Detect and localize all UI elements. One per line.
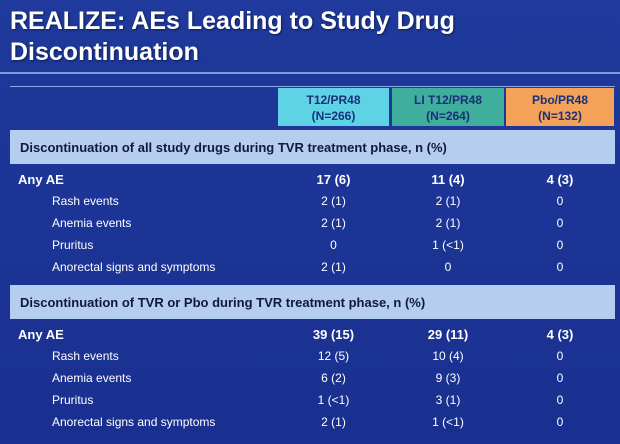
column-name: LI T12/PR48 — [413, 93, 483, 107]
cell-value: 2 (1) — [321, 415, 346, 429]
cell-value: 2 (1) — [321, 260, 346, 274]
cell-value: 4 (3) — [546, 172, 574, 187]
column-n: (N=264) — [426, 109, 470, 123]
slide-title: REALIZE: AEs Leading to Study Drug Disco… — [10, 7, 455, 66]
cell-value: 0 — [556, 238, 564, 252]
cell-value: 0 — [330, 238, 337, 252]
section-heading: Discontinuation of TVR or Pbo during TVR… — [10, 285, 615, 319]
cell-value: 3 (1) — [435, 393, 461, 407]
cell-value: 2 (1) — [321, 216, 346, 230]
column-name: T12/PR48 — [306, 93, 361, 107]
row-label: Rash events — [52, 194, 119, 208]
cell-value: 0 — [444, 260, 452, 274]
cell-value: 10 (4) — [432, 349, 464, 363]
column-header: T12/PR48 (N=266) — [278, 88, 389, 126]
cell-value: 1 (<1) — [432, 238, 464, 252]
cell-value: 1 (<1) — [317, 393, 350, 407]
column-header: LI T12/PR48 (N=264) — [392, 88, 504, 126]
cell-value: 9 (3) — [435, 371, 461, 385]
cell-value: 2 (1) — [321, 194, 346, 208]
cell-value: 1 (<1) — [432, 415, 464, 429]
section-heading: Discontinuation of all study drugs durin… — [10, 130, 615, 164]
cell-value: 17 (6) — [316, 172, 351, 187]
row-label: Anemia events — [52, 371, 132, 385]
row-label: Any AE — [18, 172, 64, 187]
table-top-line — [10, 86, 615, 87]
cell-value: 0 — [556, 371, 564, 385]
cell-value: 4 (3) — [546, 327, 574, 342]
column-n: (N=132) — [538, 109, 582, 123]
row-label: Any AE — [18, 327, 64, 342]
cell-value: 0 — [556, 415, 564, 429]
cell-value: 0 — [556, 349, 564, 363]
row-label: Anemia events — [52, 216, 132, 230]
cell-value: 12 (5) — [317, 349, 350, 363]
column-n: (N=266) — [311, 109, 356, 123]
cell-value: 6 (2) — [321, 371, 346, 385]
column-name: Pbo/PR48 — [531, 93, 588, 107]
title-rule — [0, 72, 620, 74]
row-label: Rash events — [52, 349, 119, 363]
column-header: Pbo/PR48 (N=132) — [506, 88, 614, 126]
row-label: Pruritus — [52, 238, 94, 252]
row-label: Pruritus — [52, 393, 94, 407]
cell-value: 2 (1) — [435, 194, 461, 208]
cell-value: 2 (1) — [435, 216, 461, 230]
cell-value: 0 — [556, 393, 564, 407]
cell-value: 0 — [556, 260, 564, 274]
row-label: Anorectal signs and symptoms — [52, 415, 216, 429]
cell-value: 0 — [556, 194, 564, 208]
cell-value: 0 — [556, 216, 564, 230]
cell-value: 39 (15) — [312, 327, 355, 342]
cell-value: 11 (4) — [431, 172, 465, 187]
cell-value: 29 (11) — [427, 327, 469, 342]
row-label: Anorectal signs and symptoms — [52, 260, 216, 274]
